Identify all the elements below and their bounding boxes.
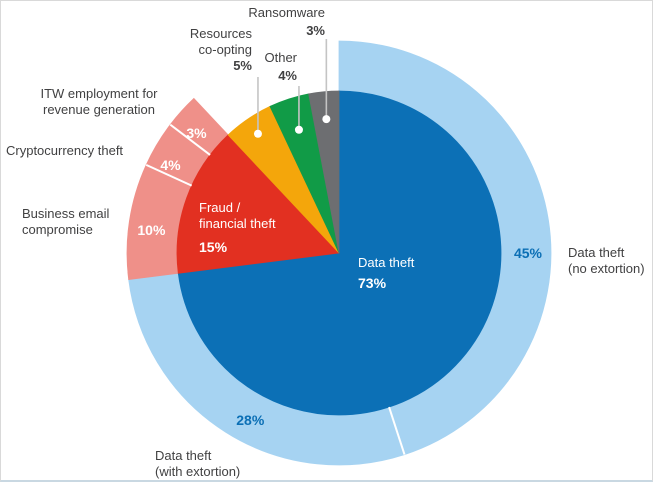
ring-divider-line [388, 406, 406, 455]
slice-label-fraud-text-line2: financial theft [199, 216, 276, 231]
pie-slice-ransomware [308, 90, 340, 254]
ring-pct-cryptocurrency-theft: 4% [160, 157, 181, 174]
slice-label-data-theft: Data theft 73% [358, 255, 414, 291]
label-itw-text-line1: ITW employment for [40, 86, 158, 101]
slice-label-fraud: Fraud / financial theft 15% [199, 200, 276, 255]
label-ransomware: Ransomware 3% [248, 4, 325, 40]
slice-label-data-theft-text: Data theft [358, 255, 415, 270]
ring-pct-itw-employment: 3% [186, 125, 207, 142]
label-resources-text-line1: Resources [189, 26, 252, 41]
label-cryptocurrency-theft: Cryptocurrency theft [6, 143, 123, 159]
ring-divider-line [145, 163, 193, 187]
leader-dot-ransomware [322, 115, 331, 124]
label-ransomware-text: Ransomware [248, 5, 325, 20]
label-resources-text-line2: co-opting [198, 42, 252, 57]
label-data-theft-with-extortion: Data theft (with extortion) [155, 448, 240, 480]
ring-pct-business-email-compromise: 10% [137, 221, 166, 238]
ring-pct-with-extortion: 28% [236, 411, 265, 428]
pie-slice-data-theft [177, 90, 502, 416]
label-bec-text-line2: compromise [22, 222, 93, 237]
leader-dot-resources-co-opting [253, 129, 262, 138]
label-noext-text-line1: Data theft [568, 245, 625, 260]
slice-label-fraud-text-line1: Fraud / [199, 200, 241, 215]
label-withext-text-line2: (with extortion) [155, 464, 241, 479]
slice-label-fraud-pct: 15% [199, 239, 228, 255]
label-noext-text-line2: (no extortion) [568, 261, 645, 276]
slice-label-data-theft-pct: 73% [358, 275, 387, 291]
label-data-theft-no-extortion: Data theft (no extortion) [568, 245, 645, 277]
label-withext-text-line1: Data theft [155, 448, 212, 463]
leader-dot-other [294, 125, 303, 134]
label-other: Other 4% [264, 49, 297, 85]
label-other-text: Other [264, 50, 297, 65]
label-bec-text-line1: Business email [22, 206, 110, 221]
label-ransomware-pct: 3% [306, 23, 325, 38]
label-resources-co-opting: Resources co-opting 5% [190, 26, 252, 74]
label-itw-text-line2: revenue generation [42, 102, 156, 117]
pie-slice-fraud-financial-theft [176, 134, 340, 274]
ring-pct-no-extortion: 45% [513, 245, 543, 261]
ring-divider-line [169, 123, 211, 156]
label-crypto-text: Cryptocurrency theft [6, 143, 124, 158]
label-resources-pct: 5% [233, 58, 252, 73]
label-itw-employment: ITW employment for revenue generation [37, 86, 161, 118]
label-other-pct: 4% [278, 68, 297, 83]
label-business-email-compromise: Business email compromise [22, 206, 109, 238]
